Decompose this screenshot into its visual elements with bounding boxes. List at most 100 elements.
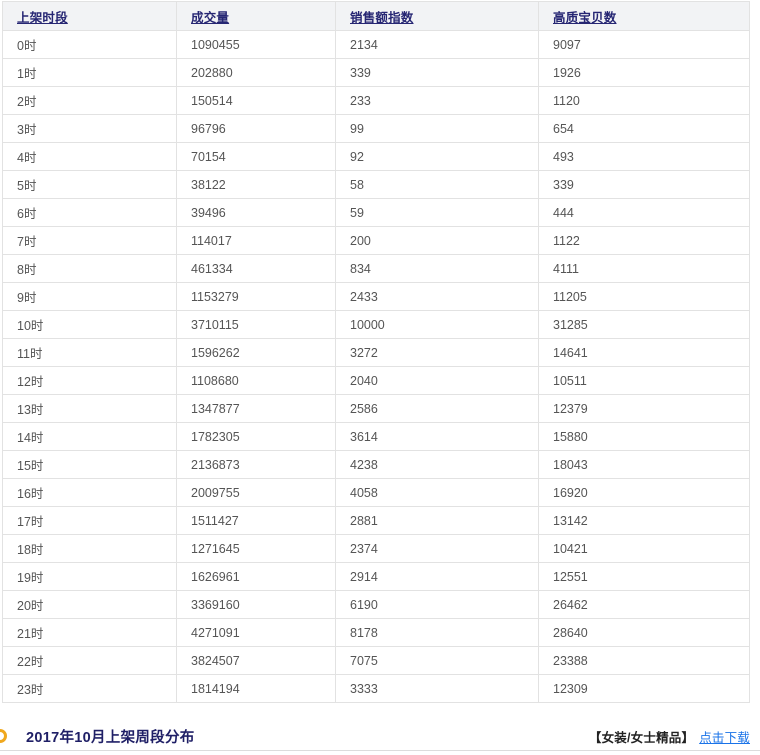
cell-hour: 0时 [2,30,177,59]
cell-quality_items: 339 [538,170,750,199]
cell-quality_items: 654 [538,114,750,143]
column-header-sales-index[interactable]: 销售额指数 [335,1,539,31]
table-row: 14时 1782305 3614 15880 [2,422,750,451]
column-header-hour[interactable]: 上架时段 [2,1,177,31]
cell-sales_index: 3614 [335,422,539,451]
cell-hour: 11时 [2,338,177,367]
cell-sales_index: 2134 [335,30,539,59]
cell-sales_index: 2914 [335,562,539,591]
cell-hour: 3时 [2,114,177,143]
cell-sales_index: 3272 [335,338,539,367]
table-row: 11时 1596262 3272 14641 [2,338,750,367]
cell-quality_items: 12551 [538,562,750,591]
cell-hour: 21时 [2,618,177,647]
cell-quality_items: 1926 [538,58,750,87]
table-row: 3时 96796 99 654 [2,114,750,143]
cell-volume: 1814194 [176,674,336,703]
stats-table-container: 上架时段 成交量 销售额指数 高质宝贝数 0时 1090455 2134 9097 1时… [2,1,750,703]
table-header-row: 上架时段 成交量 销售额指数 高质宝贝数 [2,1,750,31]
table-row: 15时 2136873 4238 18043 [2,450,750,479]
download-link[interactable]: 点击下载 [699,730,750,745]
cell-quality_items: 28640 [538,618,750,647]
cell-hour: 15时 [2,450,177,479]
column-header-quality-items[interactable]: 高质宝贝数 [538,1,750,31]
cell-sales_index: 200 [335,226,539,255]
table-row: 4时 70154 92 493 [2,142,750,171]
cell-quality_items: 10511 [538,366,750,395]
cell-hour: 7时 [2,226,177,255]
column-header-volume[interactable]: 成交量 [176,1,336,31]
cell-quality_items: 14641 [538,338,750,367]
category-tag: 【女装/女士精品】 [588,730,695,745]
cell-sales_index: 3333 [335,674,539,703]
table-row: 5时 38122 58 339 [2,170,750,199]
cell-sales_index: 10000 [335,310,539,339]
table-row: 12时 1108680 2040 10511 [2,366,750,395]
cell-volume: 1153279 [176,282,336,311]
cell-sales_index: 59 [335,198,539,227]
cell-quality_items: 10421 [538,534,750,563]
table-row: 7时 114017 200 1122 [2,226,750,255]
cell-volume: 1626961 [176,562,336,591]
section-header-actions: 【女装/女士精品】 点击下载 [589,727,750,746]
cell-quality_items: 1122 [538,226,750,255]
cell-sales_index: 6190 [335,590,539,619]
cell-sales_index: 92 [335,142,539,171]
table-row: 21时 4271091 8178 28640 [2,618,750,647]
column-header-volume-label: 成交量 [191,10,230,25]
cell-volume: 38122 [176,170,336,199]
cell-hour: 23时 [2,674,177,703]
table-row: 19时 1626961 2914 12551 [2,562,750,591]
cell-volume: 4271091 [176,618,336,647]
cell-sales_index: 2881 [335,506,539,535]
cell-hour: 13时 [2,394,177,423]
cell-hour: 9时 [2,282,177,311]
cell-volume: 202880 [176,58,336,87]
cell-quality_items: 12379 [538,394,750,423]
cell-volume: 3824507 [176,646,336,675]
cell-volume: 1347877 [176,394,336,423]
cell-volume: 1090455 [176,30,336,59]
cell-hour: 14时 [2,422,177,451]
section-header-bar: 2017年10月上架周段分布 【女装/女士精品】 点击下载 [0,722,760,751]
cell-volume: 1271645 [176,534,336,563]
table-row: 1时 202880 339 1926 [2,58,750,87]
cell-hour: 19时 [2,562,177,591]
cell-hour: 22时 [2,646,177,675]
column-header-quality-items-label: 高质宝贝数 [553,10,617,25]
table-row: 23时 1814194 3333 12309 [2,674,750,703]
cell-quality_items: 1120 [538,86,750,115]
cell-hour: 5时 [2,170,177,199]
cell-hour: 18时 [2,534,177,563]
table-row: 22时 3824507 7075 23388 [2,646,750,675]
table-header: 上架时段 成交量 销售额指数 高质宝贝数 [2,1,750,31]
table-row: 10时 3710115 10000 31285 [2,310,750,339]
cell-hour: 6时 [2,198,177,227]
table-row: 16时 2009755 4058 16920 [2,478,750,507]
cell-volume: 461334 [176,254,336,283]
cell-quality_items: 4111 [538,254,750,283]
cell-volume: 1596262 [176,338,336,367]
cell-quality_items: 15880 [538,422,750,451]
table-row: 18时 1271645 2374 10421 [2,534,750,563]
cell-sales_index: 99 [335,114,539,143]
cell-quality_items: 444 [538,198,750,227]
cell-sales_index: 2040 [335,366,539,395]
section-title: 2017年10月上架周段分布 [26,729,195,746]
table-row: 20时 3369160 6190 26462 [2,590,750,619]
cell-volume: 114017 [176,226,336,255]
cell-volume: 1108680 [176,366,336,395]
cell-quality_items: 13142 [538,506,750,535]
cell-quality_items: 18043 [538,450,750,479]
cell-hour: 2时 [2,86,177,115]
cell-quality_items: 26462 [538,590,750,619]
cell-sales_index: 4058 [335,478,539,507]
cell-hour: 1时 [2,58,177,87]
table-row: 13时 1347877 2586 12379 [2,394,750,423]
table-body: 0时 1090455 2134 9097 1时 202880 339 1926 2时 150514… [2,30,750,703]
table-row: 8时 461334 834 4111 [2,254,750,283]
cell-quality_items: 9097 [538,30,750,59]
cell-quality_items: 493 [538,142,750,171]
orange-ring-icon [0,729,7,743]
cell-sales_index: 2586 [335,394,539,423]
